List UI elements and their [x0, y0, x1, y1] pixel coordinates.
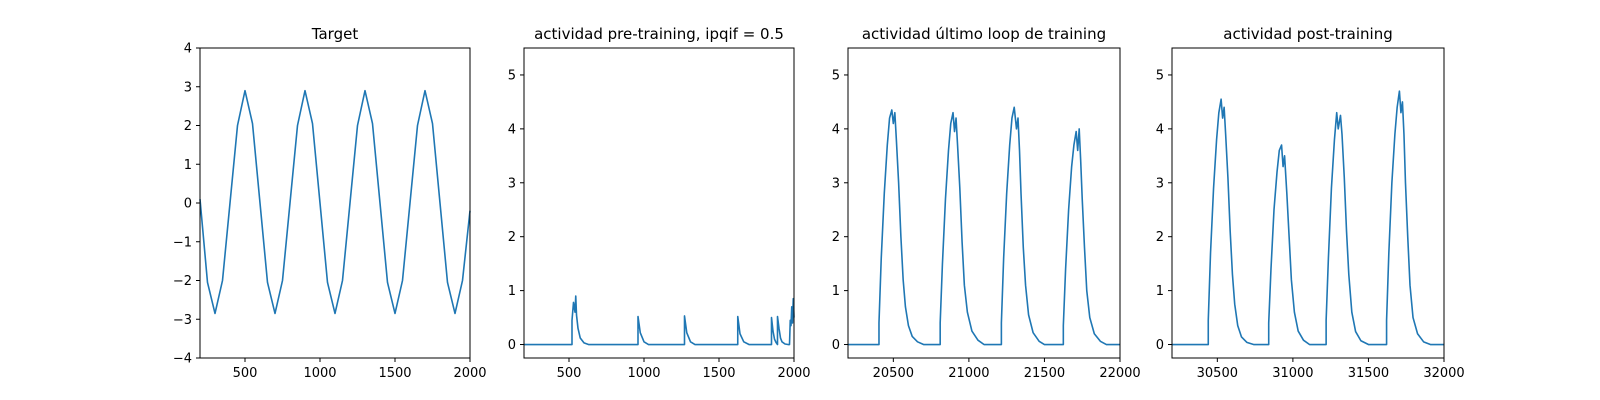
x-tick-label-2-500: 500 — [557, 366, 582, 381]
x-tick-label-1-2000: 2000 — [453, 366, 486, 381]
y-tick-label-2-2: 2 — [508, 230, 516, 245]
chart-title-4: actividad post-training — [1223, 25, 1392, 43]
y-tick-label-2-3: 3 — [508, 176, 516, 191]
y-tick-label-1-3: 3 — [184, 80, 192, 95]
y-tick-label-2-5: 5 — [508, 68, 516, 83]
y-tick-label-1--2: −2 — [173, 274, 192, 289]
y-tick-label-3-1: 1 — [832, 284, 840, 299]
y-tick-label-1-0: 0 — [184, 197, 192, 212]
x-tick-label-1-500: 500 — [233, 366, 258, 381]
x-tick-label-3-20500: 20500 — [873, 366, 914, 381]
y-tick-label-4-2: 2 — [1156, 230, 1164, 245]
axes-frame-2 — [523, 47, 795, 359]
y-tick-label-1-2: 2 — [184, 119, 192, 134]
x-tick-label-2-1000: 1000 — [627, 366, 660, 381]
x-tick-label-2-2000: 2000 — [777, 366, 810, 381]
x-tick-label-3-21000: 21000 — [948, 366, 989, 381]
series-line-3-1 — [848, 106, 1120, 346]
y-tick-label-3-0: 0 — [832, 338, 840, 353]
x-tick-label-4-32000: 32000 — [1423, 366, 1464, 381]
chart-title-1: Target — [311, 25, 359, 43]
y-tick-label-4-4: 4 — [1156, 122, 1164, 137]
series-line-2-1 — [524, 295, 795, 346]
x-tick-label-1-1000: 1000 — [303, 366, 336, 381]
y-tick-label-3-3: 3 — [832, 176, 840, 191]
x-tick-label-4-31000: 31000 — [1272, 366, 1313, 381]
x-tick-label-2-1500: 1500 — [702, 366, 735, 381]
x-tick-label-1-1500: 1500 — [378, 366, 411, 381]
x-tick-label-4-31500: 31500 — [1348, 366, 1389, 381]
y-tick-label-2-4: 4 — [508, 122, 516, 137]
y-tick-label-1--3: −3 — [173, 313, 192, 328]
axes-frame-4 — [1171, 47, 1445, 359]
y-tick-label-4-0: 0 — [1156, 338, 1164, 353]
x-tick-label-4-30500: 30500 — [1197, 366, 1238, 381]
y-tick-label-1-4: 4 — [184, 42, 192, 57]
chart-title-3: actividad último loop de training — [862, 25, 1106, 43]
y-tick-label-4-3: 3 — [1156, 176, 1164, 191]
y-tick-label-3-5: 5 — [832, 68, 840, 83]
y-tick-label-3-2: 2 — [832, 230, 840, 245]
y-tick-label-1--4: −4 — [173, 352, 192, 367]
y-tick-label-4-5: 5 — [1156, 68, 1164, 83]
y-tick-label-1-1: 1 — [184, 158, 192, 173]
y-tick-label-2-1: 1 — [508, 284, 516, 299]
y-tick-label-1--1: −1 — [173, 235, 192, 250]
x-tick-label-3-22000: 22000 — [1099, 366, 1140, 381]
axes-frame-3 — [847, 47, 1121, 359]
x-tick-label-3-21500: 21500 — [1024, 366, 1065, 381]
series-line-4-1 — [1172, 90, 1444, 346]
series-line-1-1 — [199, 89, 471, 315]
y-tick-label-4-1: 1 — [1156, 284, 1164, 299]
y-tick-label-3-4: 4 — [832, 122, 840, 137]
chart-title-2: actividad pre-training, ipqif = 0.5 — [534, 25, 784, 43]
y-tick-label-2-0: 0 — [508, 338, 516, 353]
